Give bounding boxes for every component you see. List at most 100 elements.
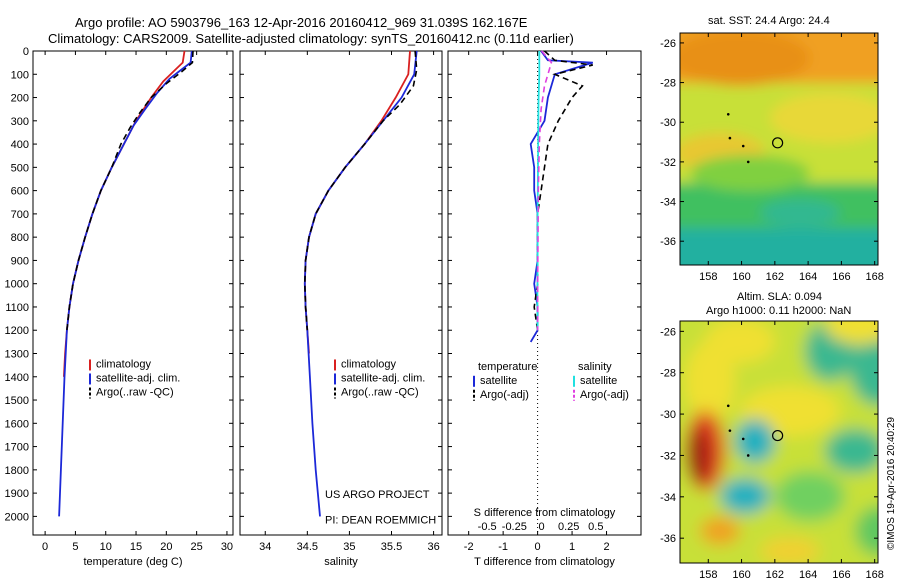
series-line-argo-adj-	[533, 50, 593, 331]
lat-tick-label: -36	[660, 533, 676, 545]
x-tick-label: 20	[160, 541, 172, 553]
sla-map-title1: Altim. SLA: 0.094	[737, 291, 822, 303]
x-tick-label: -2	[464, 541, 474, 553]
lon-tick-label: 166	[832, 271, 850, 283]
legend-header: salinity	[578, 361, 612, 373]
depth-tick-label: 1700	[5, 442, 29, 454]
depth-tick-label: 1900	[5, 488, 29, 500]
sst-cold-band	[680, 228, 878, 265]
header-line2: Climatology: CARS2009. Satellite-adjuste…	[48, 31, 574, 46]
sla-anomaly-patch	[760, 537, 820, 563]
lat-tick-label: -26	[660, 38, 676, 50]
depth-tick-label: 200	[11, 93, 29, 105]
depth-tick-label: 500	[11, 162, 29, 174]
depth-tick-label: 600	[11, 186, 29, 198]
legend-label: Argo(..raw -QC)	[96, 386, 174, 398]
depth-tick-label: 400	[11, 139, 29, 151]
sst-cool-patch	[690, 155, 810, 191]
sst-map: -26 -28 -30 -32 -34 -36 158 160 162 164 166 168	[660, 32, 884, 283]
sla-map-title2: Argo h1000: 0.11 h2000: NaN	[706, 305, 852, 317]
sla-anomaly-patch	[735, 419, 775, 463]
legend-label: satellite-adj. clim.	[341, 372, 425, 384]
lat-tick-label: -36	[660, 236, 676, 248]
map-field-blurred	[680, 321, 878, 563]
depth-tick-label: 1200	[5, 325, 29, 337]
secondary-tick-label: 0.5	[588, 521, 603, 533]
project-label: US ARGO PROJECT	[325, 489, 430, 501]
legend-label: satellite	[480, 375, 517, 387]
x-axis-label-secondary: S difference from climatology	[474, 507, 616, 519]
depth-tick-label: 1000	[5, 279, 29, 291]
depth-tick-label: 1300	[5, 349, 29, 361]
imos-credit: ©IMOS 19-Apr-2016 20:40:29	[886, 417, 897, 550]
lon-tick-label: 164	[799, 569, 817, 580]
series-line-argo-raw-qc-	[303, 50, 418, 331]
x-tick-label: 0	[42, 541, 48, 553]
lon-tick-label: 168	[865, 271, 883, 283]
depth-tick-label: 300	[11, 116, 29, 128]
legend-label: climatology	[96, 358, 152, 370]
plot-frame	[32, 50, 234, 536]
depth-tick-label: 1400	[5, 372, 29, 384]
depth-tick-label: 800	[11, 232, 29, 244]
reef-marker	[746, 160, 750, 164]
sst-cold-patch	[760, 199, 840, 227]
depth-tick-label: 1100	[5, 302, 29, 314]
x-tick-label: 36	[427, 541, 439, 553]
sla-anomaly-patch	[855, 506, 878, 556]
reef-marker	[728, 429, 732, 432]
lon-tick-label: 160	[732, 569, 750, 580]
x-tick-label: 5	[72, 541, 78, 553]
depth-tick-label: 100	[11, 69, 29, 81]
x-axis-label: salinity	[324, 556, 358, 568]
x-tick-label: -1	[498, 541, 508, 553]
lon-tick-label: 168	[865, 569, 883, 580]
reef-marker	[726, 404, 730, 408]
header-line1: Argo profile: AO 5903796_163 12-Apr-2016…	[75, 15, 528, 30]
x-axis-label: temperature (deg C)	[83, 556, 182, 568]
lat-tick-label: -30	[660, 117, 676, 129]
salinity-chart: 34 34.5 35 35.5 36 salinity climatology satelli…	[239, 50, 443, 568]
sla-anomaly-patch	[850, 336, 878, 406]
x-tick-label: 15	[130, 541, 142, 553]
depth-tick-label: 1600	[5, 418, 29, 430]
lon-tick-label: 162	[766, 569, 784, 580]
x-tick-label: 35	[343, 541, 355, 553]
lat-tick-label: -28	[660, 78, 676, 90]
lon-tick-label: 158	[699, 569, 717, 580]
lat-tick-label: -28	[660, 368, 676, 380]
lon-tick-label: 164	[799, 271, 817, 283]
x-tick-label: 10	[100, 541, 112, 553]
sla-map: -26 -28 -30 -32 -34 -36 158 160 162 164 166 168	[660, 320, 884, 580]
temperature-chart: 0100200300400500600700800900100011001200…	[5, 46, 234, 568]
argo-position-marker	[772, 137, 784, 149]
lon-tick-label: 160	[732, 271, 750, 283]
series-line-argo-raw-qc-	[66, 50, 194, 331]
lat-tick-label: -32	[660, 157, 676, 169]
x-tick-label: 1	[569, 541, 575, 553]
sla-anomaly-patch	[685, 341, 735, 421]
reef-marker	[741, 144, 745, 148]
difference-chart: -2 -1 0 1 2 T difference from climatology S di…	[447, 50, 642, 568]
legend-label: Argo(..raw -QC)	[341, 386, 419, 398]
depth-tick-label: 900	[11, 255, 29, 267]
x-tick-label: 0	[535, 541, 541, 553]
x-tick-label: 30	[221, 541, 233, 553]
depth-tick-label: 0	[23, 46, 29, 58]
lon-tick-label: 166	[832, 569, 850, 580]
map-frame	[679, 320, 879, 564]
x-axis-label: T difference from climatology	[474, 556, 615, 568]
sla-anomaly-patch	[775, 471, 845, 521]
sst-map-title: sat. SST: 24.4 Argo: 24.4	[708, 15, 830, 27]
depth-tick-label: 1800	[5, 465, 29, 477]
pi-label: PI: DEAN ROEMMICH	[325, 514, 436, 526]
secondary-tick-label: -0.5	[478, 521, 497, 533]
legend-label: Argo(-adj)	[480, 389, 529, 401]
reef-marker	[728, 136, 732, 140]
sla-anomaly-patch	[825, 429, 878, 473]
lat-tick-label: -32	[660, 450, 676, 462]
sla-anomaly-patch	[686, 428, 710, 484]
lat-tick-label: -26	[660, 326, 676, 338]
x-tick-label: 34	[259, 541, 271, 553]
